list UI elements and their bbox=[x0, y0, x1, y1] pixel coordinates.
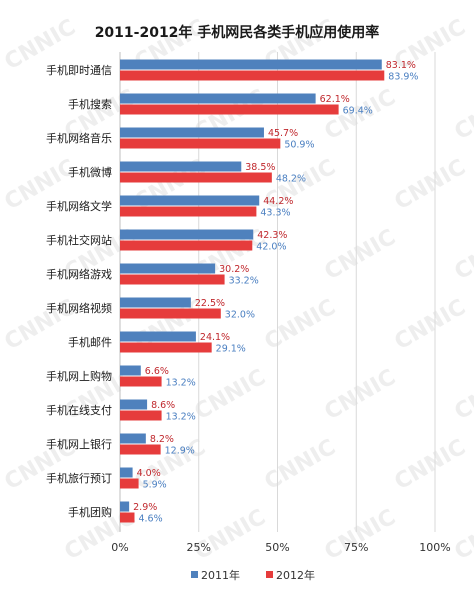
value-label-2012: 4.6% bbox=[138, 514, 162, 525]
bar-2012 bbox=[120, 309, 221, 319]
value-label-2011: 8.6% bbox=[151, 400, 175, 411]
value-label-2011: 30.2% bbox=[219, 264, 249, 275]
value-label-2011: 4.0% bbox=[137, 468, 161, 479]
value-label-2011: 62.1% bbox=[320, 94, 350, 105]
value-label-2011: 42.3% bbox=[257, 230, 287, 241]
value-label-2012: 42.0% bbox=[256, 242, 286, 253]
legend-label: 2011年 bbox=[201, 568, 240, 582]
bar-2011 bbox=[120, 502, 129, 512]
value-label-2012: 50.9% bbox=[284, 140, 314, 151]
category-label: 手机网络视频 bbox=[46, 301, 112, 315]
value-label-2012: 5.9% bbox=[143, 480, 167, 491]
bar-2012 bbox=[120, 71, 384, 81]
bar-2012 bbox=[120, 173, 272, 183]
bar-2012 bbox=[120, 241, 252, 251]
bar-2012 bbox=[120, 445, 161, 455]
bar-2012 bbox=[120, 377, 162, 387]
bar-2011 bbox=[120, 162, 241, 172]
category-label: 手机旅行预订 bbox=[46, 471, 112, 485]
bar-2012 bbox=[120, 275, 225, 285]
bar-2012 bbox=[120, 513, 134, 523]
value-label-2012: 69.4% bbox=[343, 106, 373, 117]
bar-2012 bbox=[120, 207, 256, 217]
value-label-2011: 24.1% bbox=[200, 332, 230, 343]
value-label-2011: 45.7% bbox=[268, 128, 298, 139]
value-label-2012: 83.9% bbox=[388, 72, 418, 83]
bar-2011 bbox=[120, 264, 215, 274]
legend-swatch-2011 bbox=[191, 571, 198, 578]
x-tick-label: 0% bbox=[111, 541, 128, 554]
legend-swatch-2012 bbox=[266, 571, 273, 578]
x-tick-label: 25% bbox=[187, 541, 211, 554]
bar-2011 bbox=[120, 400, 147, 410]
value-label-2012: 48.2% bbox=[276, 174, 306, 185]
category-label: 手机网络文学 bbox=[46, 199, 112, 213]
bar-2012 bbox=[120, 343, 212, 353]
x-tick-label: 75% bbox=[344, 541, 368, 554]
x-tick-label: 100% bbox=[419, 541, 450, 554]
bar-2012 bbox=[120, 105, 339, 115]
bar-2011 bbox=[120, 94, 316, 104]
value-label-2011: 83.1% bbox=[386, 60, 416, 71]
bar-2011 bbox=[120, 196, 259, 206]
value-label-2011: 6.6% bbox=[145, 366, 169, 377]
value-label-2012: 33.2% bbox=[229, 276, 259, 287]
category-label: 手机搜索 bbox=[68, 97, 112, 111]
bar-2012 bbox=[120, 479, 139, 489]
value-label-2012: 29.1% bbox=[216, 344, 246, 355]
category-label: 手机团购 bbox=[68, 505, 112, 519]
category-label: 手机邮件 bbox=[68, 335, 112, 349]
category-label: 手机即时通信 bbox=[46, 63, 112, 77]
category-label: 手机在线支付 bbox=[46, 403, 112, 417]
bar-2011 bbox=[120, 468, 133, 478]
value-label-2012: 12.9% bbox=[165, 446, 195, 457]
value-label-2012: 13.2% bbox=[166, 412, 196, 423]
bar-2012 bbox=[120, 411, 162, 421]
bar-2011 bbox=[120, 332, 196, 342]
legend-label: 2012年 bbox=[276, 568, 315, 582]
bar-2011 bbox=[120, 128, 264, 138]
value-label-2011: 8.2% bbox=[150, 434, 174, 445]
bar-2012 bbox=[120, 139, 280, 149]
chart-title: 2011-2012年 手机网民各类手机应用使用率 bbox=[95, 24, 380, 41]
category-label: 手机网络音乐 bbox=[46, 131, 112, 145]
value-label-2011: 38.5% bbox=[245, 162, 275, 173]
bar-2011 bbox=[120, 298, 191, 308]
value-label-2011: 44.2% bbox=[263, 196, 293, 207]
category-label: 手机微博 bbox=[68, 165, 112, 179]
bar-2011 bbox=[120, 434, 146, 444]
category-label: 手机网上银行 bbox=[46, 437, 112, 451]
value-label-2011: 2.9% bbox=[133, 502, 157, 513]
value-label-2012: 43.3% bbox=[260, 208, 290, 219]
value-label-2012: 32.0% bbox=[225, 310, 255, 321]
bar-2011 bbox=[120, 230, 253, 240]
value-label-2011: 22.5% bbox=[195, 298, 225, 309]
x-tick-label: 50% bbox=[265, 541, 289, 554]
bar-2011 bbox=[120, 366, 141, 376]
value-label-2012: 13.2% bbox=[166, 378, 196, 389]
category-label: 手机网上购物 bbox=[46, 369, 112, 383]
category-label: 手机网络游戏 bbox=[46, 267, 112, 281]
bar-2011 bbox=[120, 60, 382, 70]
category-label: 手机社交网站 bbox=[46, 233, 112, 247]
